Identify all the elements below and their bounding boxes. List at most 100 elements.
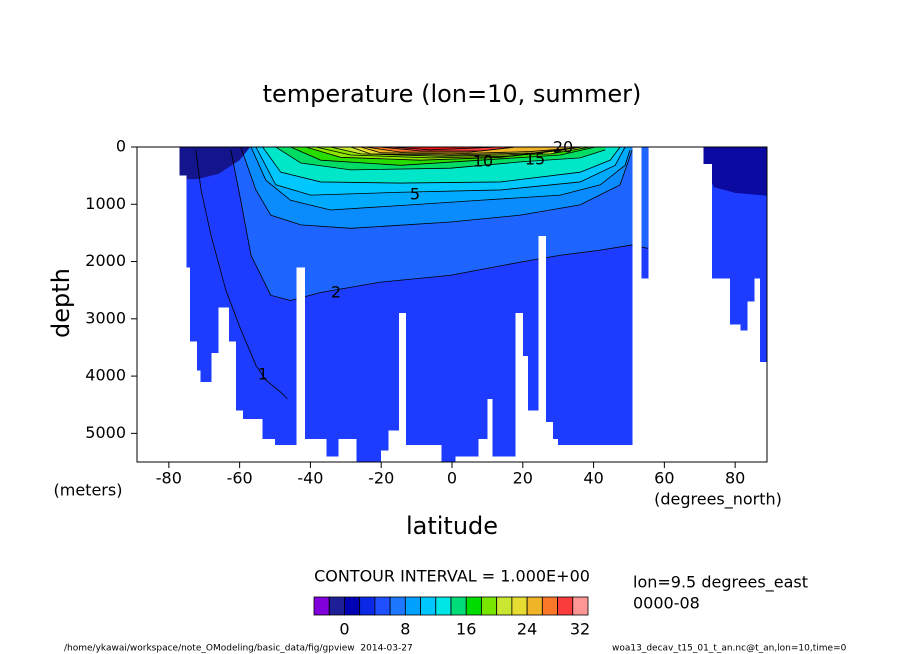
colorbar-tick-label: 32: [570, 620, 590, 639]
isotherm-line: [360, 147, 576, 155]
land: [262, 439, 276, 462]
cold-water: [703, 147, 767, 196]
land: [381, 450, 389, 462]
land: [179, 175, 187, 462]
x-tick-label: 20: [513, 469, 533, 488]
x-tick-label: 80: [725, 469, 745, 488]
colorbar-box: [313, 596, 330, 616]
x-tick-label: -20: [368, 469, 394, 488]
x-unit: (degrees_north): [654, 490, 782, 510]
colorbar-box: [496, 596, 513, 616]
colorbar-box: [359, 596, 376, 616]
colorbar-box: [344, 596, 361, 616]
colorbar-box: [511, 596, 528, 616]
annotation: 0000-08: [633, 594, 700, 613]
colorbar-box: [526, 596, 543, 616]
isotherm-line: [390, 147, 501, 151]
colorbar-tick-label: 8: [400, 620, 410, 639]
land: [641, 278, 649, 462]
contour-label: 1: [258, 365, 268, 384]
land: [326, 456, 339, 462]
land: [197, 370, 201, 462]
y-tick-label: 0: [116, 137, 126, 156]
colorbar-box: [572, 596, 589, 616]
y-tick-label: 1000: [85, 194, 126, 213]
colorbar-box: [541, 596, 558, 616]
land: [186, 267, 191, 462]
colorbar-box: [557, 596, 574, 616]
colorbar-box: [481, 596, 498, 616]
isotherm-line: [230, 149, 649, 301]
isotherm-line: [262, 147, 621, 184]
land: [703, 164, 713, 462]
land: [545, 421, 553, 462]
land: [338, 439, 357, 462]
land: [558, 444, 633, 462]
x-tick-label: 0: [447, 469, 457, 488]
x-axis-label: latitude: [406, 512, 498, 540]
colorbar-tick-label: 16: [456, 620, 476, 639]
isotherm-line: [350, 147, 584, 156]
isotherm-line: [255, 147, 626, 196]
land: [236, 410, 244, 462]
land: [740, 330, 748, 462]
annotation: lon=9.5 degrees_east: [633, 573, 808, 593]
land: [729, 324, 741, 462]
colorbar-box: [389, 596, 406, 616]
contour-label: 5: [410, 185, 420, 204]
land: [211, 353, 219, 462]
x-tick-label: -40: [297, 469, 323, 488]
land: [296, 267, 306, 462]
y-tick-label: 2000: [85, 251, 126, 270]
land: [388, 430, 399, 462]
land: [455, 456, 479, 462]
contour-interval: CONTOUR INTERVAL = 1.000E+00: [314, 567, 590, 586]
x-tick-label: 40: [583, 469, 603, 488]
land: [487, 399, 493, 462]
colorbar-box: [374, 596, 391, 616]
land: [229, 341, 237, 462]
contour-label: 10: [473, 152, 493, 171]
land: [522, 356, 529, 462]
x-tick-label: -80: [156, 469, 182, 488]
footer: woa13_decav_t15_01_t_an.nc@t_an,lon=10,t…: [612, 644, 847, 654]
isotherm-line: [290, 147, 596, 166]
colorbar-tick-label: 0: [339, 620, 349, 639]
y-tick-label: 5000: [85, 423, 126, 442]
y-axis-label: depth: [47, 268, 75, 338]
x-tick-label: 60: [654, 469, 674, 488]
land: [538, 235, 546, 462]
land: [137, 147, 180, 462]
land: [200, 381, 212, 462]
land: [528, 410, 539, 462]
land: [243, 419, 263, 462]
isotherm-line: [195, 149, 288, 400]
land: [478, 439, 488, 462]
colorbar-box: [465, 596, 482, 616]
plot-area: [137, 147, 767, 462]
footer: /home/ykawai/workspace/note_OModeling/ba…: [64, 644, 413, 654]
land: [405, 444, 442, 462]
colorbar-box: [404, 596, 421, 616]
land: [190, 341, 198, 462]
chart-title: temperature (lon=10, summer): [263, 80, 642, 108]
colorbar-box: [328, 596, 345, 616]
isotherm-line: [380, 147, 516, 152]
land: [759, 361, 767, 462]
land: [275, 444, 297, 462]
land: [305, 439, 327, 462]
isotherm-line: [250, 147, 631, 211]
x-tick-label: -60: [227, 469, 253, 488]
colorbar-box: [450, 596, 467, 616]
land: [712, 278, 730, 462]
land: [632, 147, 642, 462]
contour-label: 2: [331, 283, 341, 302]
land: [552, 439, 559, 462]
land: [398, 313, 406, 462]
y-unit: (meters): [54, 481, 123, 500]
land: [754, 278, 760, 462]
land: [648, 147, 704, 462]
isotherm-fill: [390, 147, 501, 150]
